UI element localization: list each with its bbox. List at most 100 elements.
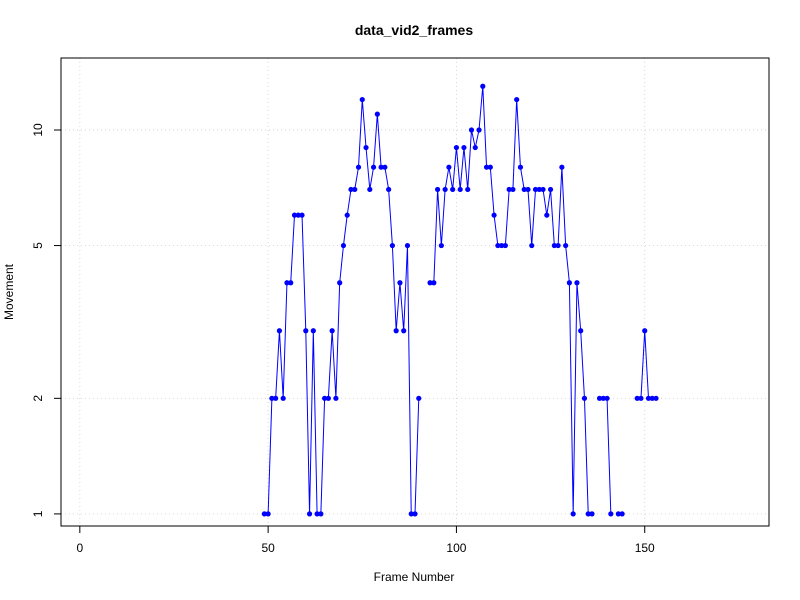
data-point [487, 164, 493, 170]
data-point [442, 186, 448, 193]
x-tick-label: 0 [76, 541, 83, 555]
axes: 0 50 100 150 1 2 5 10 [31, 123, 655, 555]
data-point [578, 328, 584, 334]
data-point [276, 328, 283, 334]
y-axis-label: Movement [2, 263, 16, 320]
data-point [608, 511, 614, 517]
data-point [325, 395, 331, 401]
data-point [525, 186, 531, 193]
data-point [529, 242, 535, 249]
data-point [348, 186, 354, 193]
data-point [461, 144, 467, 151]
y-tick-label: 1 [31, 510, 45, 517]
data-point [468, 127, 475, 133]
data-point [374, 111, 380, 117]
data-point [540, 186, 546, 193]
data-point [532, 186, 539, 193]
data-point [280, 395, 286, 401]
data-point [517, 164, 524, 170]
data-point [472, 144, 478, 151]
data-point [337, 280, 343, 286]
data-point [499, 242, 505, 249]
data-point [427, 280, 433, 286]
series-line [264, 86, 657, 515]
data-point [547, 186, 554, 193]
data-point [386, 186, 392, 193]
data-point [555, 242, 561, 249]
data-point [340, 242, 347, 249]
x-axis-label: Frame Number [374, 570, 455, 584]
data-point [649, 395, 655, 401]
data-point [491, 212, 497, 218]
x-tick-label: 150 [635, 541, 655, 555]
data-point [416, 395, 422, 401]
data-point [295, 212, 301, 218]
data-point [638, 395, 644, 401]
data-point [551, 242, 557, 249]
data-point [483, 164, 490, 170]
y-tick-label: 5 [31, 242, 45, 249]
data-point [653, 395, 659, 401]
data-point [450, 186, 456, 193]
data-point [514, 96, 520, 103]
data-point [269, 395, 275, 401]
data-point [318, 511, 324, 517]
data-point [299, 212, 305, 218]
data-point [404, 242, 411, 249]
data-point [261, 511, 267, 517]
data-point [306, 511, 313, 517]
data-point [434, 186, 441, 193]
data-point [397, 280, 403, 286]
data-point [310, 328, 316, 334]
data-point [570, 511, 576, 517]
data-point [563, 242, 569, 249]
data-point [465, 186, 471, 193]
data-point [367, 186, 373, 193]
data-point [352, 186, 358, 193]
data-point [344, 212, 350, 218]
data-point [382, 164, 388, 170]
data-point [393, 328, 399, 334]
data-point [619, 511, 625, 517]
data-point [480, 83, 486, 89]
data-point [401, 328, 407, 334]
chart-title: data_vid2_frames [355, 22, 474, 38]
data-point [370, 164, 377, 170]
x-tick-label: 100 [446, 541, 466, 555]
data-point [645, 395, 652, 401]
data-point [273, 395, 279, 401]
data-point [510, 186, 516, 193]
y-tick-label: 2 [31, 395, 45, 402]
data-point [322, 395, 328, 401]
data-point [291, 212, 298, 218]
data-point [355, 164, 362, 170]
data-point [363, 144, 369, 151]
data-point [265, 511, 271, 517]
data-point [476, 127, 482, 133]
data-point [457, 186, 463, 193]
data-point [408, 511, 414, 517]
data-point [502, 242, 508, 249]
plot-frame [60, 57, 770, 527]
data-point [596, 395, 603, 401]
data-point [634, 395, 640, 401]
y-tick-label: 10 [31, 123, 45, 137]
data-point [329, 328, 335, 334]
data-point [642, 328, 648, 334]
data-point [521, 186, 527, 193]
data-point [303, 328, 309, 334]
data-point [544, 212, 550, 218]
data-point [559, 164, 565, 170]
data-point [412, 511, 418, 517]
data-point [359, 96, 365, 103]
data-point [378, 164, 384, 170]
data-point [431, 280, 437, 286]
grid [61, 58, 769, 526]
data-point [615, 511, 621, 517]
data-point [506, 186, 512, 193]
data-point [453, 144, 460, 151]
data-point [536, 186, 542, 193]
data-point [589, 511, 595, 517]
data-point [389, 242, 396, 249]
